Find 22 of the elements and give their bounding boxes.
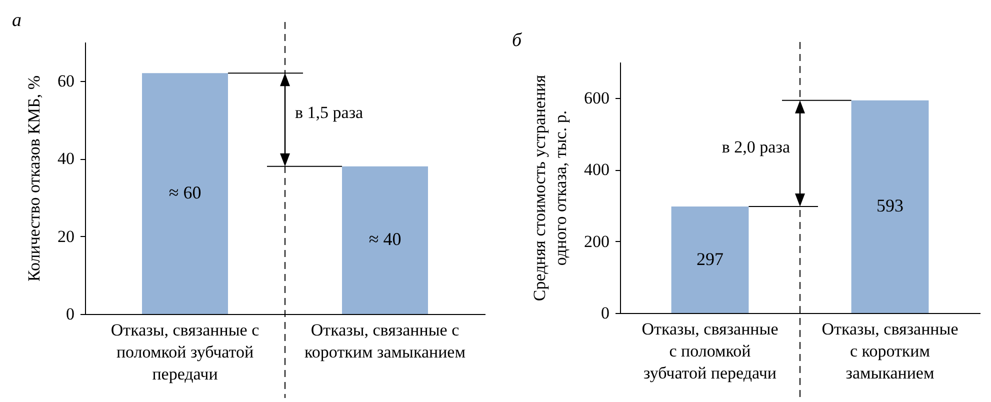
y-tick-label: 0 <box>601 304 610 322</box>
y-tick-label: 60 <box>58 71 74 90</box>
chart-title: а <box>12 10 22 31</box>
x-tick-label: Отказы, связанные с коротким замыканием <box>304 320 466 362</box>
y-tick-label: 40 <box>58 149 74 168</box>
annotation: ≈ 60 <box>168 182 202 203</box>
y-axis-title: Количество отказов КМБ, % <box>24 75 44 282</box>
annotation: в 2,0 раза <box>722 137 790 156</box>
y-tick-label: 200 <box>584 232 610 251</box>
y-tick-label: 400 <box>584 160 610 180</box>
x-tick-label: Отказы, связанные с поломкой зубчатой передачи <box>642 320 778 382</box>
x-tick-label: Отказы, связанные с поломкой зубчатой передачи <box>110 320 260 384</box>
data-label: 297 <box>696 248 724 269</box>
y-tick-label: 20 <box>58 226 74 246</box>
annotation: в 1,5 раза <box>295 103 364 122</box>
y-axis-title: Средняя стоимость устранения одного отказа, тыс. р. <box>530 74 570 302</box>
x-tick-label: Отказы, связанные с коротким замыканием <box>822 320 958 382</box>
data-label: 593 <box>876 196 904 216</box>
y-tick-label: 600 <box>584 88 610 108</box>
annotation: ≈ 40 <box>368 229 402 250</box>
chart-title: б <box>512 30 523 51</box>
y-tick-label: 0 <box>66 304 74 324</box>
